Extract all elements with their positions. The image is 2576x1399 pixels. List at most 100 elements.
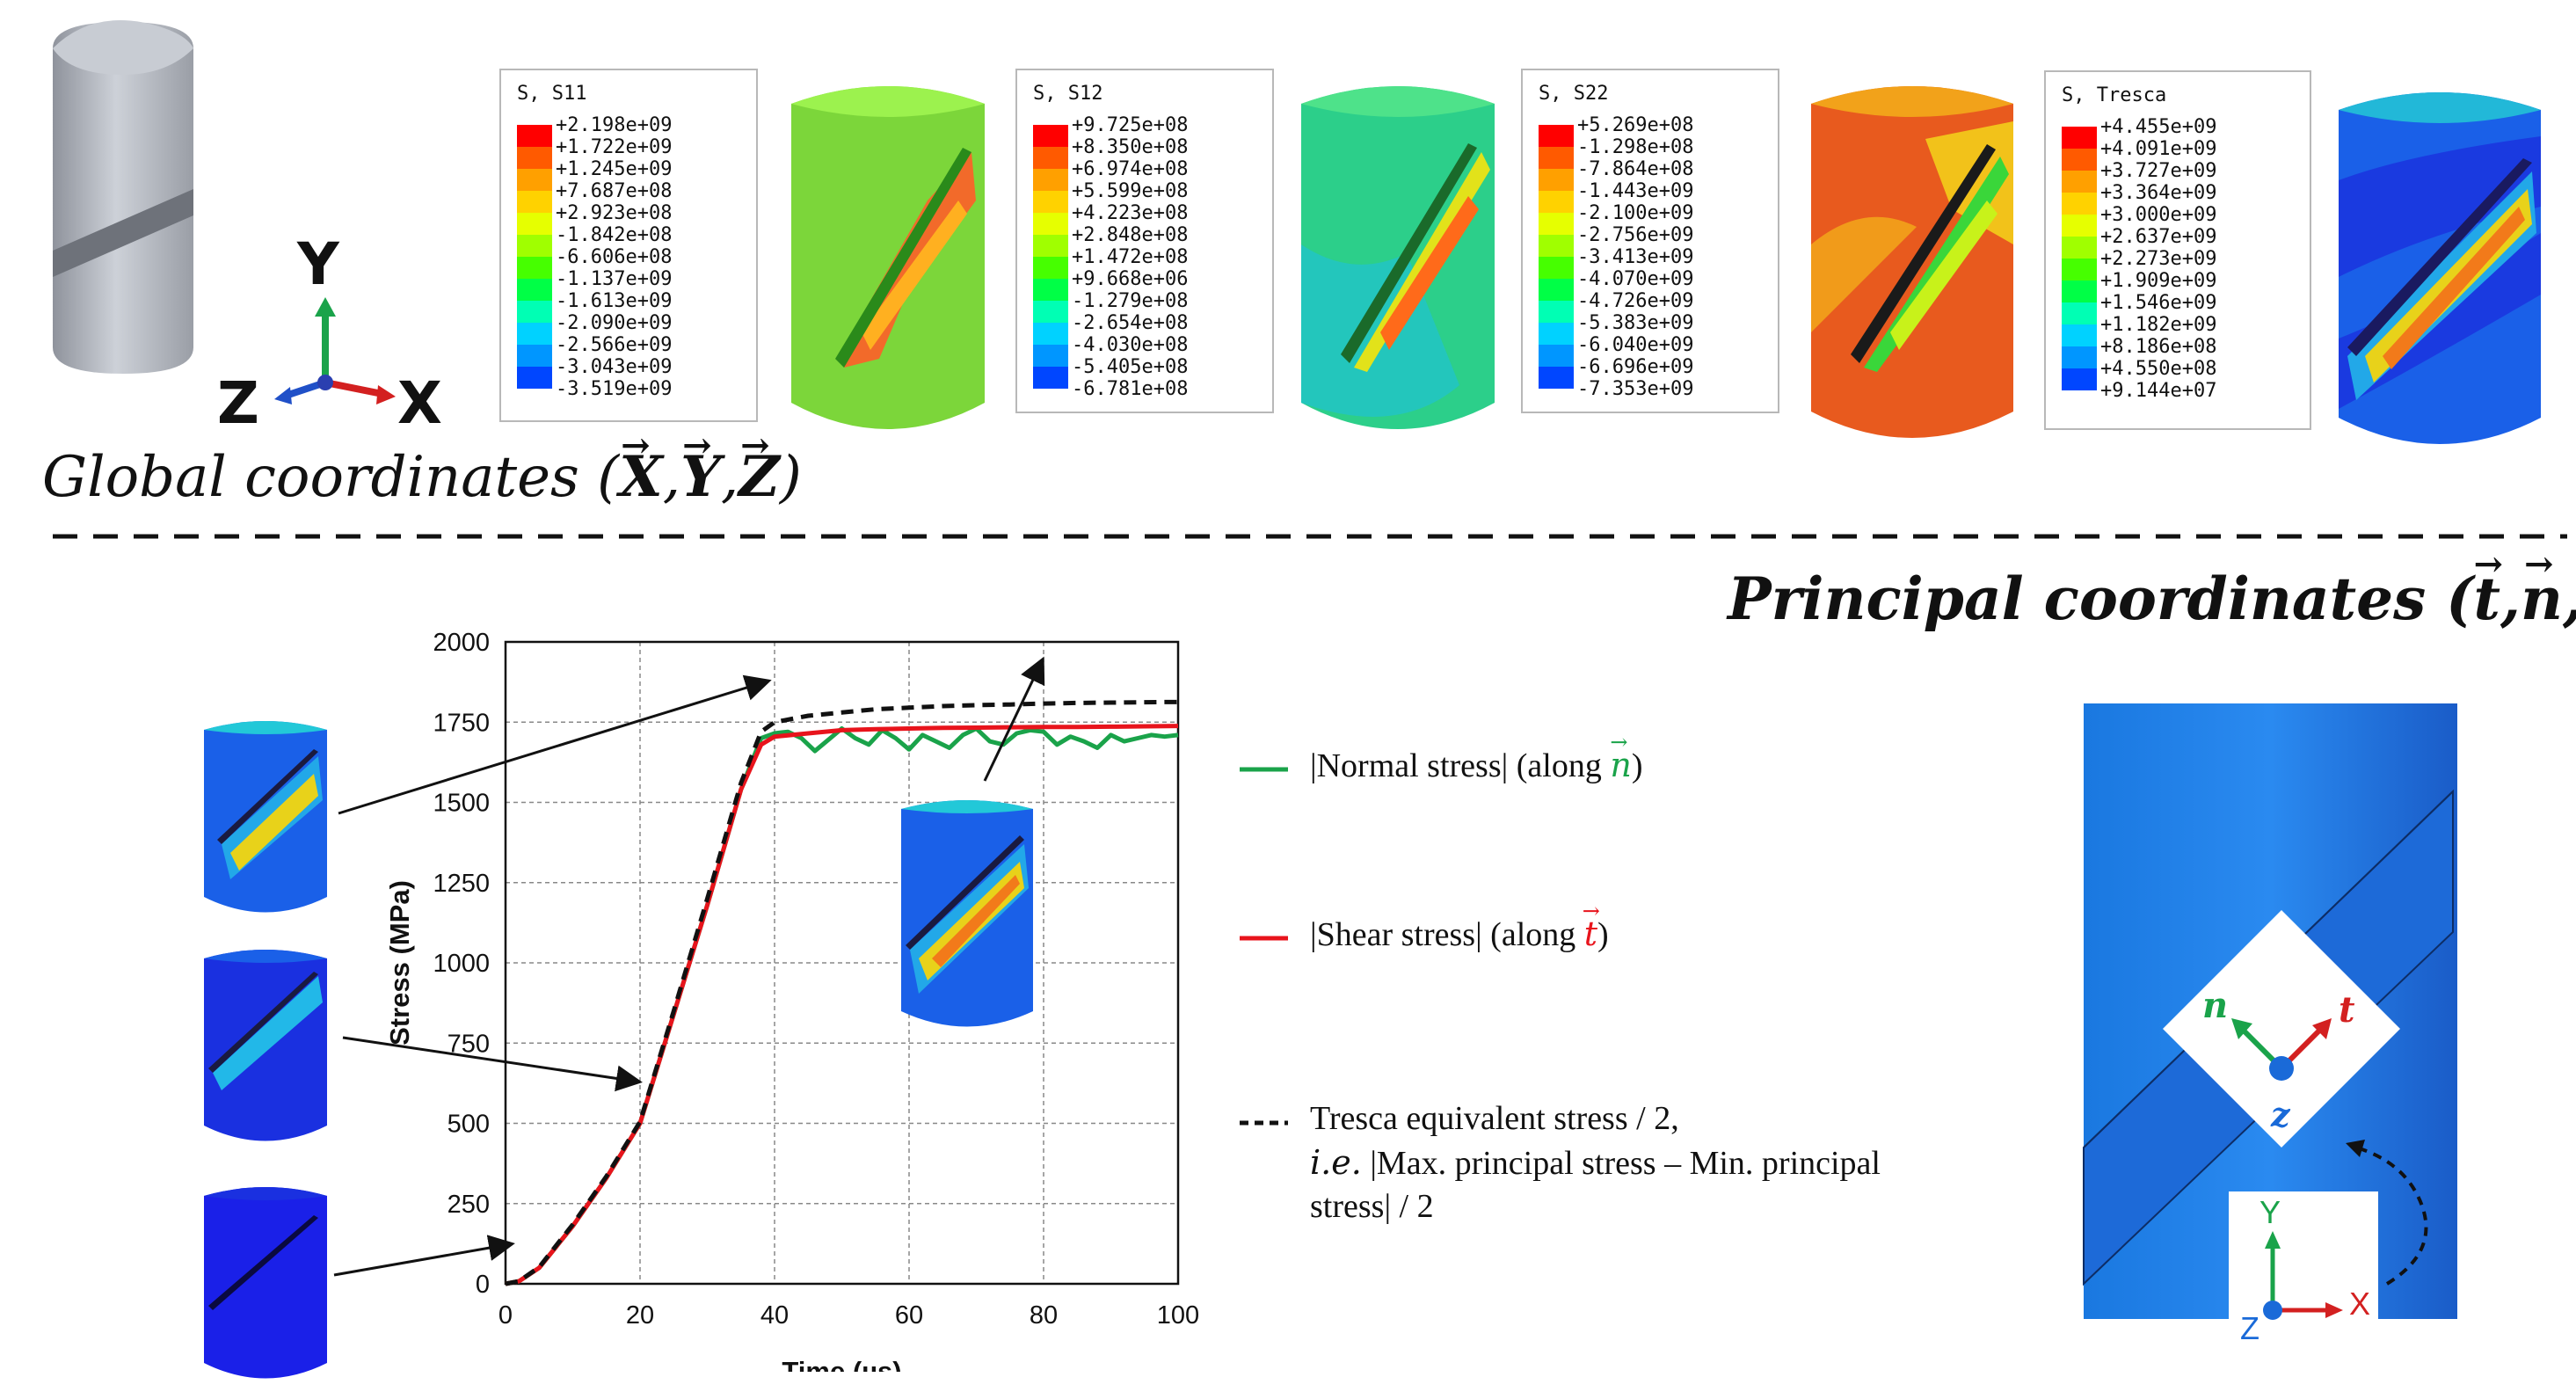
legend-value: +4.223e+08 — [1072, 202, 1189, 224]
legend-label-tresca-2: i.e. |Max. principal stress – Min. princ… — [1310, 1143, 1881, 1182]
legend-value: +4.550e+08 — [2100, 358, 2217, 380]
legend-value: -2.090e+09 — [556, 312, 673, 334]
x-tick-label: 40 — [760, 1301, 789, 1330]
y-tick-label: 1250 — [433, 870, 490, 898]
legend-swatch — [2062, 259, 2097, 281]
legend-value: +8.186e+08 — [2100, 336, 2217, 358]
legend-swatch — [1539, 323, 1574, 345]
legend-swatch — [517, 367, 552, 389]
x-tick-label: 100 — [1157, 1301, 1199, 1330]
legend-s22: S, S22 +5.269e+08 -1.298e+08 -7.864e+08 -1.4… — [1521, 69, 1779, 413]
vec-y: → Y — [680, 425, 721, 510]
legend-swatch — [2062, 149, 2097, 171]
legend-swatch — [2062, 281, 2097, 302]
plot-frame — [504, 640, 1180, 1286]
legend-swatch — [517, 345, 552, 367]
triad-label-x: X — [397, 369, 442, 437]
legend-value: -7.353e+09 — [1577, 378, 1694, 400]
legend-value: +2.637e+09 — [2100, 226, 2217, 248]
legend-swatch — [1539, 213, 1574, 235]
legend-s12: S, S12 +9.725e+08 +8.350e+08 +6.974e+08 +5.5… — [1015, 69, 1274, 413]
legend-value: -2.654e+08 — [1072, 312, 1189, 334]
global-coordinates-title: Global coordinates (→ X, → Y, → Z) — [42, 425, 802, 510]
snapshot-cylinder-initial — [204, 1187, 327, 1379]
legend-swatch — [2062, 346, 2097, 368]
contour-cylinder-s12 — [1301, 86, 1495, 429]
legend-value: -4.030e+08 — [1072, 334, 1189, 356]
legend-swatch — [517, 235, 552, 257]
triad-label-z: Z — [217, 369, 259, 437]
legend-swatch — [1033, 191, 1068, 213]
legend-swatch — [1539, 367, 1574, 389]
legend-value: -3.519e+09 — [556, 378, 673, 400]
legend-value: -6.696e+09 — [1577, 356, 1694, 378]
legend-line-shear — [1240, 936, 1288, 941]
legend-swatch — [2062, 368, 2097, 390]
snapshot-cylinder-peak — [204, 721, 327, 913]
legend-swatch — [2062, 193, 2097, 215]
legend-value: -6.606e+08 — [556, 246, 673, 268]
legend-line-normal — [1240, 767, 1288, 772]
legend-value: +3.727e+09 — [2100, 160, 2217, 182]
legend-value: +9.725e+08 — [1072, 114, 1189, 136]
legend-value: -6.040e+09 — [1577, 334, 1694, 356]
legend-value: +4.455e+09 — [2100, 116, 2217, 138]
legend-label-tresca-3: stress| / 2 — [1310, 1188, 1434, 1225]
legend-title: S, S11 — [517, 83, 587, 105]
legend-value: -4.070e+09 — [1577, 268, 1694, 290]
legend-swatch — [1033, 279, 1068, 301]
legend-swatch — [2062, 215, 2097, 237]
legend-value: -5.405e+08 — [1072, 356, 1189, 378]
legend-value: +1.472e+08 — [1072, 246, 1189, 268]
legend-swatch — [1539, 147, 1574, 169]
legend-tresca: S, Tresca +4.455e+09 +4.091e+09 +3.727e+09 +… — [2044, 70, 2311, 430]
legend-value: -1.842e+08 — [556, 224, 673, 246]
legend-swatch — [2062, 324, 2097, 346]
legend-swatch — [1539, 125, 1574, 147]
series-line-normal-stress — [505, 726, 1179, 1286]
legend-swatch — [517, 323, 552, 345]
global-title-suffix: ) — [779, 445, 802, 510]
legend-swatch — [1033, 235, 1068, 257]
legend-swatch — [2062, 237, 2097, 259]
y-tick-label: 1000 — [433, 950, 490, 978]
legend-swatch — [517, 191, 552, 213]
legend-value: -5.383e+09 — [1577, 312, 1694, 334]
legend-title: S, S22 — [1539, 83, 1609, 105]
cad-cylinder-image — [53, 20, 193, 374]
vec-z: → Z — [739, 425, 780, 510]
legend-swatch — [517, 257, 552, 279]
triad-label-y: Y — [297, 230, 339, 298]
legend-swatch — [1539, 301, 1574, 323]
legend-value: -1.279e+08 — [1072, 290, 1189, 312]
global-axis-triad — [274, 297, 396, 404]
legend-swatch — [2062, 171, 2097, 193]
y-tick-label: 2000 — [433, 629, 490, 657]
global-label-y: Y — [2259, 1194, 2281, 1230]
legend-value: +3.000e+09 — [2100, 204, 2217, 226]
legend-value: -2.566e+09 — [556, 334, 673, 356]
y-tick-label: 250 — [448, 1191, 490, 1219]
y-tick-label: 1500 — [433, 790, 490, 818]
legend-value: +1.722e+09 — [556, 136, 673, 158]
x-tick-label: 60 — [895, 1301, 923, 1330]
inset-label-t: t — [2339, 989, 2355, 1031]
principal-coordinates-diagram — [2083, 703, 2457, 1323]
legend-value: +1.546e+09 — [2100, 292, 2217, 314]
legend-label-shear: |Shear stress| (along → t) — [1310, 899, 1609, 953]
x-tick-label: 20 — [626, 1301, 654, 1330]
stress-time-chart: 0 250 500 750 1000 1250 1500 1750 2000 0 20 40 60 80 1… — [384, 629, 1199, 1372]
legend-swatch — [517, 213, 552, 235]
contour-cylinder-s22 — [1811, 86, 2013, 438]
legend-swatch — [517, 279, 552, 301]
legend-swatch — [1539, 279, 1574, 301]
legend-value: +1.182e+09 — [2100, 314, 2217, 336]
legend-value: +8.350e+08 — [1072, 136, 1189, 158]
legend-line-tresca — [1240, 1120, 1288, 1126]
global-label-x: X — [2349, 1286, 2371, 1322]
legend-value: +1.245e+09 — [556, 158, 673, 180]
x-tick-label: 80 — [1030, 1301, 1058, 1330]
legend-swatch — [1033, 345, 1068, 367]
legend-value: -6.781e+08 — [1072, 378, 1189, 400]
vec-n: → n — [2520, 543, 2563, 633]
